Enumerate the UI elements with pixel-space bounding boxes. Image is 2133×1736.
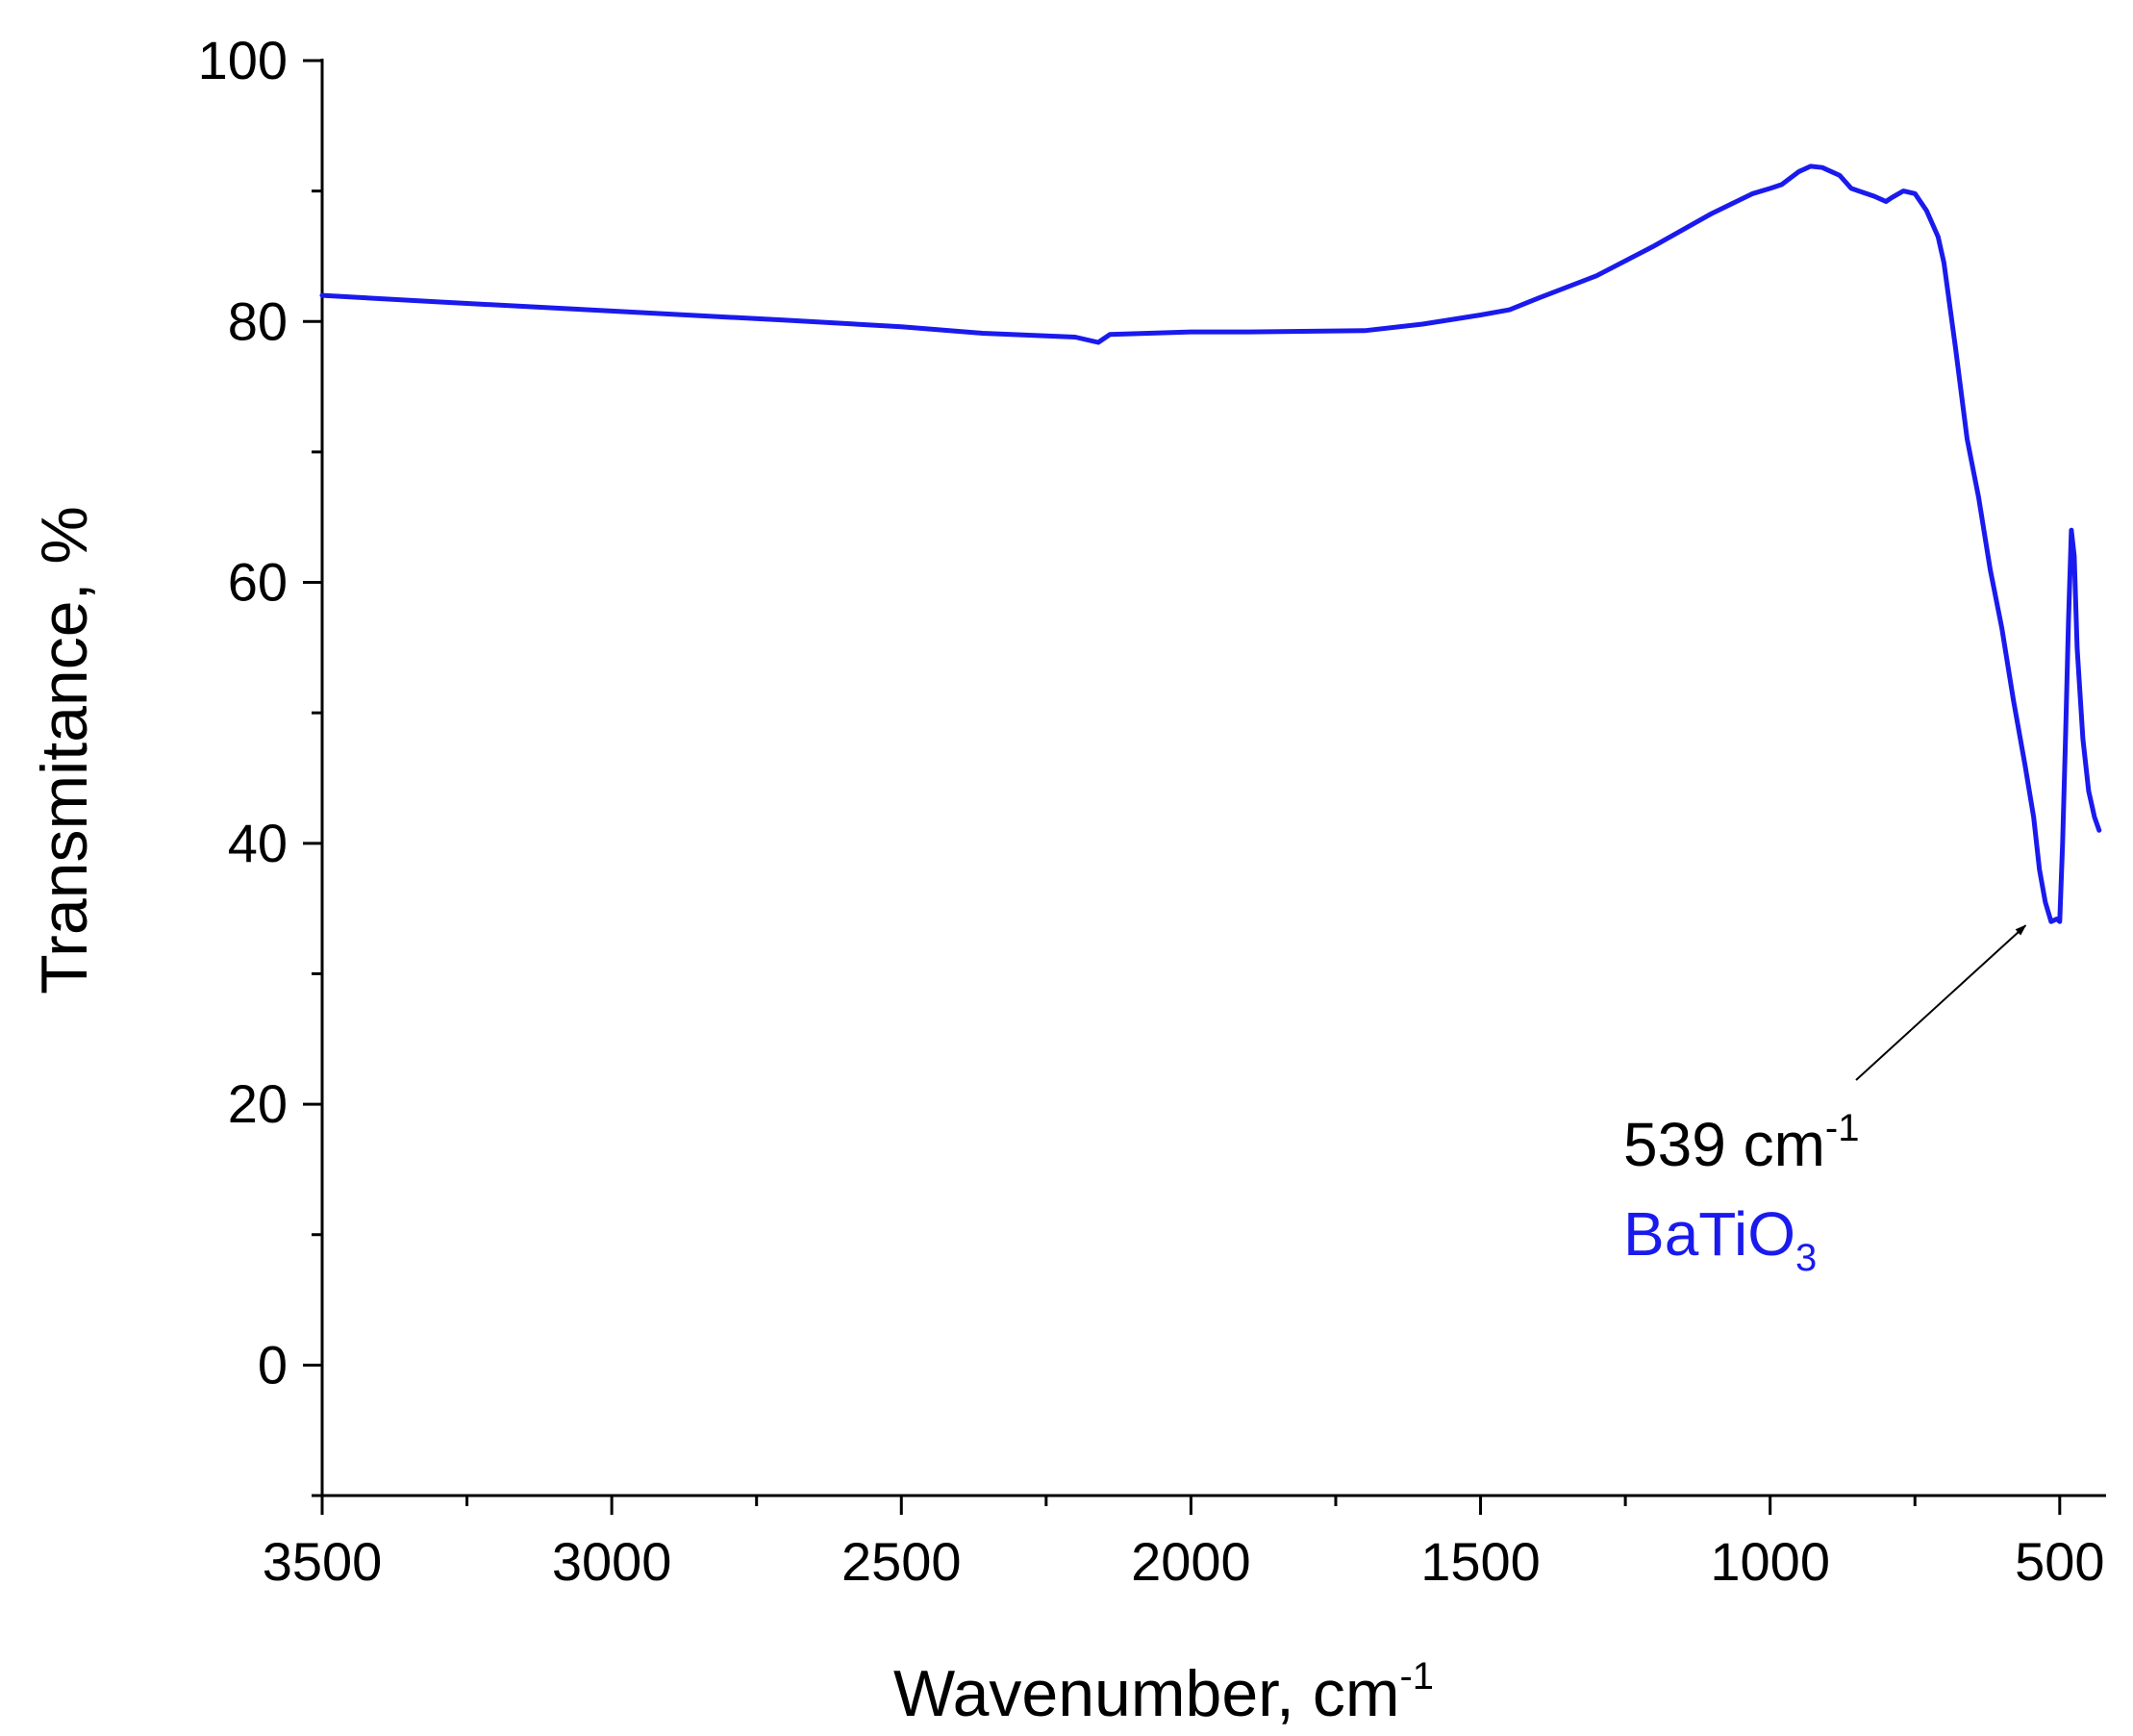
annotation-label-text: 539 cm (1623, 1110, 1825, 1179)
x-tick-label: 1500 (1420, 1531, 1541, 1592)
series-label-text: BaTiO (1623, 1199, 1795, 1269)
y-tick-label: 60 (228, 552, 288, 613)
y-axis-label: Transmitance, % (28, 506, 101, 994)
annotation-arrow (1855, 924, 2027, 1081)
axes (320, 59, 2106, 1497)
series-label-subscript: 3 (1795, 1237, 1817, 1279)
annotation-label: 539 cm-1 (1623, 1107, 1859, 1179)
y-tick-label: 100 (198, 30, 288, 90)
series-line (319, 164, 2102, 924)
y-tick-label: 40 (228, 813, 288, 873)
annotation-label-superscript: -1 (1825, 1107, 1860, 1149)
x-tick-label: 2000 (1131, 1531, 1251, 1592)
y-tick-label: 0 (258, 1334, 288, 1395)
series-label: BaTiO3 (1623, 1199, 1817, 1279)
ticks: 0 20 40 60 80 100 3500 3000 2500 2000 1500 1000 500 (198, 30, 2105, 1592)
x-tick-label: 500 (2015, 1531, 2104, 1592)
x-axis-label-superscript: -1 (1399, 1655, 1434, 1698)
x-tick-label: 3000 (552, 1531, 672, 1592)
x-tick-label: 2500 (841, 1531, 962, 1592)
y-tick-label: 20 (228, 1073, 288, 1134)
x-tick-label: 3500 (263, 1531, 383, 1592)
x-tick-label: 1000 (1710, 1531, 1830, 1592)
y-tick-label: 80 (228, 290, 288, 351)
x-axis-label-text: Wavenumber, cm (893, 1657, 1400, 1730)
x-axis-label: Wavenumber, cm-1 (893, 1655, 1434, 1730)
plot-area (319, 164, 2102, 924)
